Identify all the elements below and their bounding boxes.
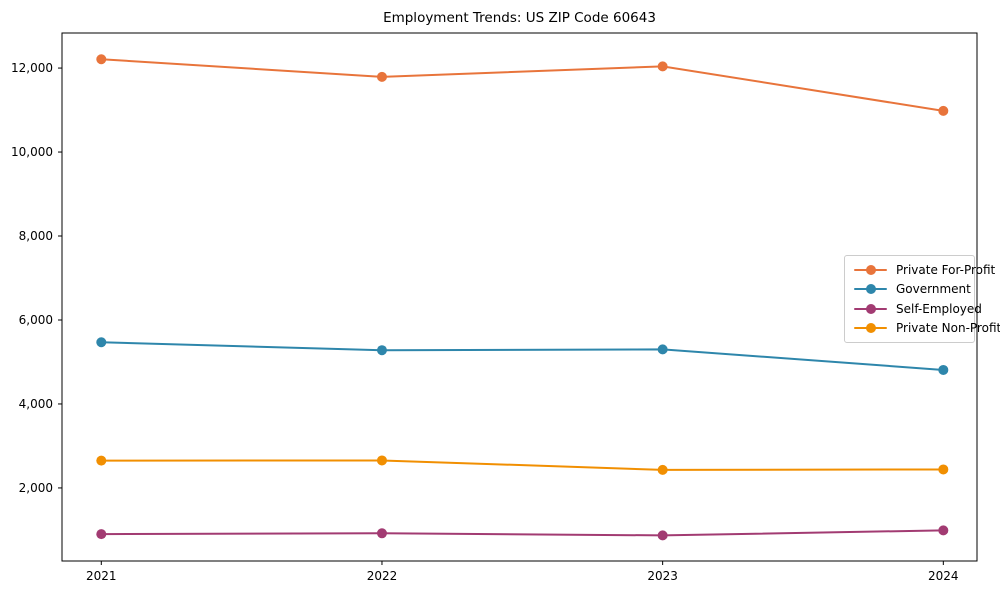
y-tick-label: 10,000 [11,145,53,159]
data-point-private-for-profit-2022 [376,71,387,82]
series-line-government [100,341,945,371]
legend-line-marker-icon [854,303,887,314]
data-point-private-for-profit-2023 [657,61,668,72]
legend-line-marker-icon [854,264,887,275]
legend-dot-icon [865,264,876,275]
data-point-government-2021 [96,337,107,348]
legend-label: Government [896,282,971,297]
chart-title: Employment Trends: US ZIP Code 60643 [383,10,656,26]
data-point-self-employed-2021 [96,529,107,540]
legend-line-marker-icon [854,323,887,334]
legend-dot-icon [865,323,876,334]
series-line-private-for-profit [100,58,945,112]
y-tick-label: 2,000 [19,481,53,495]
legend-label: Private For-Profit [896,262,996,277]
data-point-government-2023 [657,344,668,355]
y-tick-label: 8,000 [19,229,53,243]
data-point-self-employed-2024 [938,525,949,536]
data-point-self-employed-2022 [376,528,387,539]
y-tick-label: 12,000 [11,61,53,75]
legend-entry-government: Government [854,280,971,299]
data-point-government-2024 [938,364,949,375]
x-tick-label: 2021 [86,569,117,583]
legend-entry-self-employed: Self-Employed [854,299,982,318]
legend-dot-icon [865,303,876,314]
legend-label: Private Non-Profit [896,321,1000,336]
y-tick-label: 6,000 [19,313,53,327]
series-line-self-employed [100,529,945,537]
legend-line-marker-icon [854,284,887,295]
legend-label: Self-Employed [896,301,982,316]
x-tick-label: 2022 [367,569,398,583]
data-point-government-2022 [376,345,387,356]
data-point-self-employed-2023 [657,530,668,541]
y-tick-label: 4,000 [19,397,53,411]
legend-dot-icon [865,284,876,295]
data-point-private-for-profit-2024 [938,105,949,116]
data-point-private-for-profit-2021 [96,54,107,65]
legend-entry-private-non-profit: Private Non-Profit [854,319,1000,338]
data-point-private-non-profit-2022 [376,455,387,466]
plot-frame [61,32,978,562]
legend: Private For-Profit Government Self-Emplo… [844,255,1000,343]
x-tick-label: 2024 [928,569,959,583]
x-tick-label: 2023 [647,569,678,583]
series-line-private-non-profit [100,459,945,471]
legend-entry-private-for-profit: Private For-Profit [854,260,995,279]
data-point-private-non-profit-2021 [96,455,107,466]
data-point-private-non-profit-2023 [657,464,668,475]
data-point-private-non-profit-2024 [938,464,949,475]
